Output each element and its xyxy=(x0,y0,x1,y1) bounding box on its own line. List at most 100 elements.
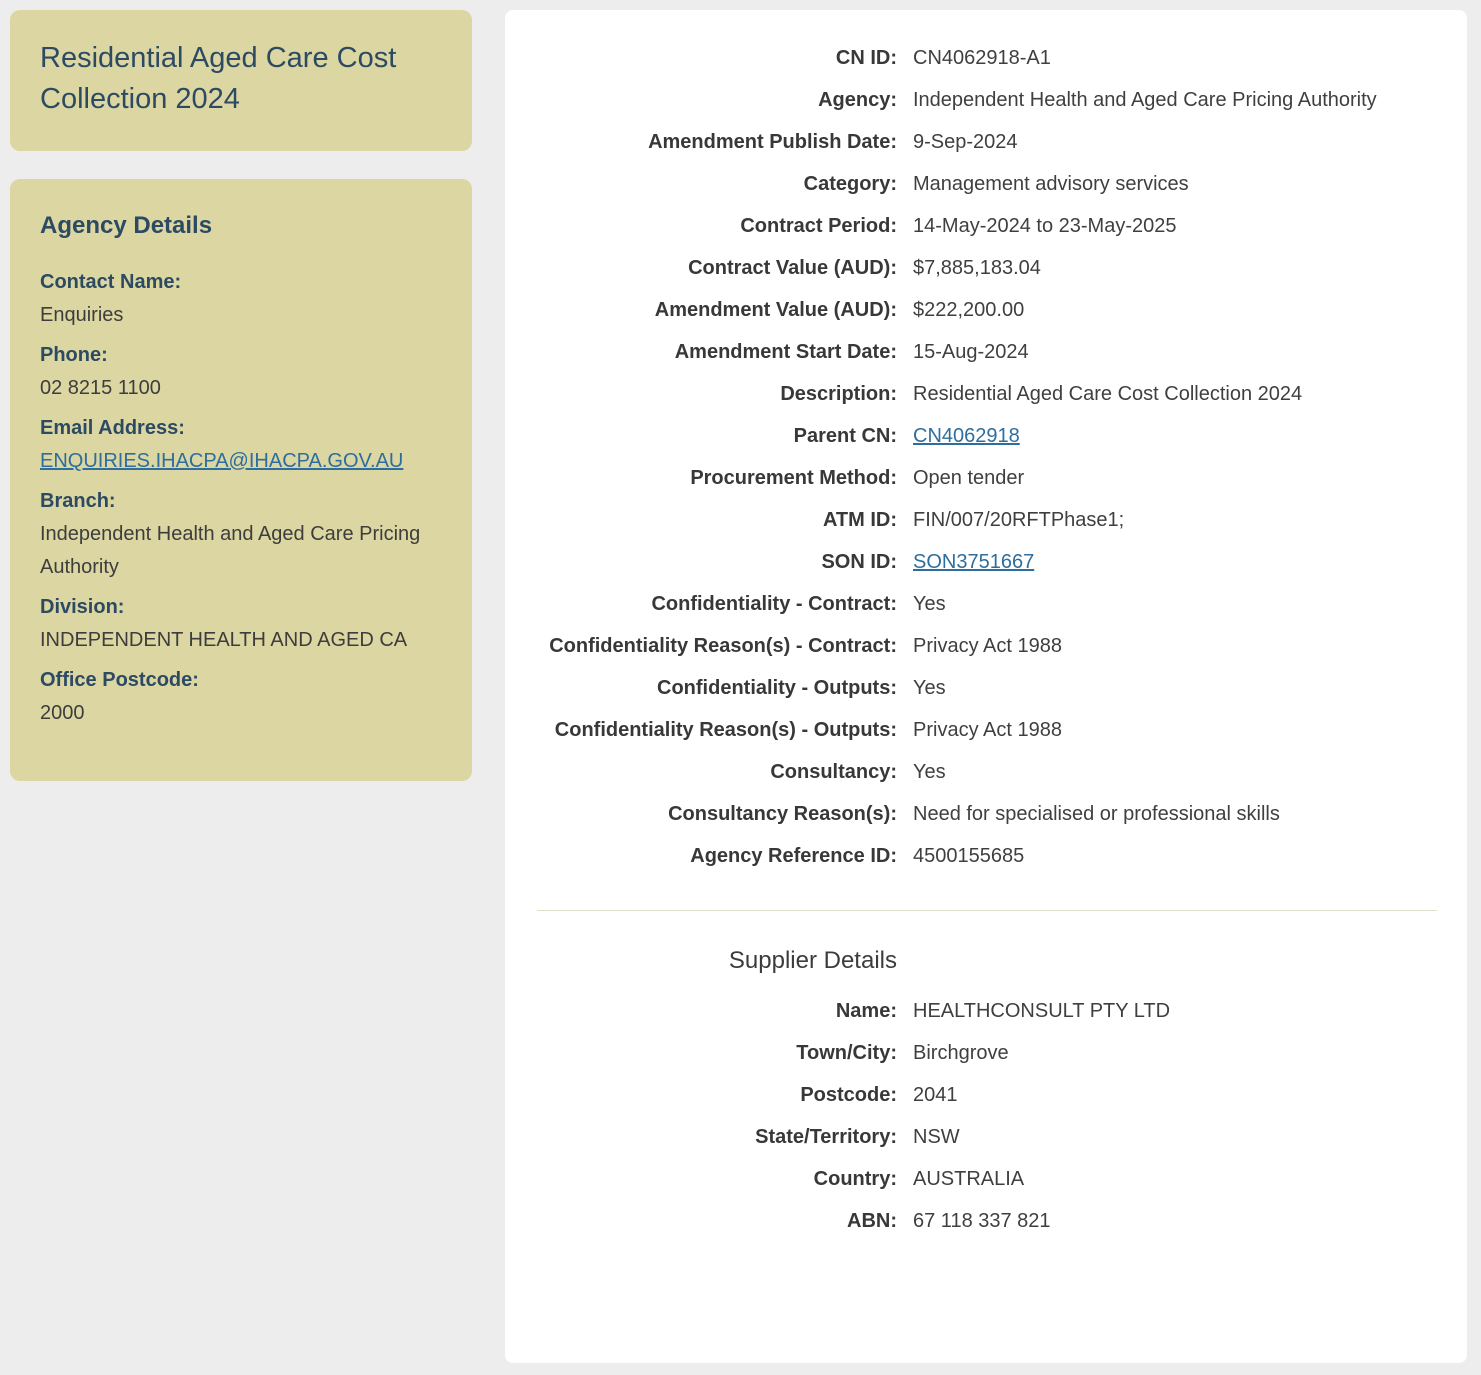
field-row-supplier-abn: ABN: 67 118 337 821 xyxy=(537,1205,1437,1238)
agency-field-office-postcode: Office Postcode: 2000 xyxy=(40,664,442,730)
field-value: CN4062918-A1 xyxy=(913,47,1051,69)
field-row-contract-period: Contract Period: 14-May-2024 to 23-May-2… xyxy=(537,210,1437,243)
field-value: AUSTRALIA xyxy=(913,1168,1025,1190)
field-label: Consultancy: xyxy=(770,761,897,783)
field-row-amendment-start-date: Amendment Start Date: 15-Aug-2024 xyxy=(537,336,1437,369)
agency-field-phone: Phone: 02 8215 1100 xyxy=(40,339,442,405)
field-value: Yes xyxy=(913,677,946,699)
field-label: Confidentiality - Contract: xyxy=(651,593,897,615)
agency-field-branch: Branch: Independent Health and Aged Care… xyxy=(40,485,442,584)
field-value: Birchgrove xyxy=(913,1042,1009,1064)
field-value: CN4062918 xyxy=(913,420,1020,453)
field-label: Description: xyxy=(780,383,897,405)
agency-field-email-address: Email Address: ENQUIRIES.IHACPA@IHACPA.G… xyxy=(40,412,442,478)
field-row-supplier-state-territory: State/Territory: NSW xyxy=(537,1121,1437,1154)
field-row-amendment-publish-date: Amendment Publish Date: 9-Sep-2024 xyxy=(537,126,1437,159)
field-row-supplier-town-city: Town/City: Birchgrove xyxy=(537,1037,1437,1070)
field-label: Parent CN: xyxy=(793,425,897,447)
field-value: Yes xyxy=(913,761,946,783)
field-value: 2041 xyxy=(913,1084,958,1106)
field-row-cn-id: CN ID: CN4062918-A1 xyxy=(537,42,1437,75)
section-divider xyxy=(537,910,1437,911)
agency-field-label: Division: xyxy=(40,596,125,618)
field-row-contract-value: Contract Value (AUD): $7,885,183.04 xyxy=(537,252,1437,285)
agency-field-label: Email Address: xyxy=(40,417,185,439)
field-value: SON3751667 xyxy=(913,546,1034,579)
contract-title-card: Residential Aged Care Cost Collection 20… xyxy=(10,10,472,151)
field-value: NSW xyxy=(913,1126,960,1148)
agency-field-label: Office Postcode: xyxy=(40,669,199,691)
field-row-supplier-postcode: Postcode: 2041 xyxy=(537,1079,1437,1112)
sidebar: Residential Aged Care Cost Collection 20… xyxy=(10,10,472,781)
field-row-confidentiality-reasons-outputs: Confidentiality Reason(s) - Outputs: Pri… xyxy=(537,714,1437,747)
parent-cn-link[interactable]: CN4062918 xyxy=(913,425,1020,447)
email-link[interactable]: ENQUIRIES.IHACPA@IHACPA.GOV.AU xyxy=(40,450,404,472)
son-id-link[interactable]: SON3751667 xyxy=(913,551,1035,573)
contract-fields: CN ID: CN4062918-A1 Agency: Independent … xyxy=(537,42,1437,873)
field-label: Name: xyxy=(835,1000,897,1022)
field-label: Confidentiality - Outputs: xyxy=(657,677,897,699)
agency-details-heading: Agency Details xyxy=(40,212,213,239)
field-value: Independent Health and Aged Care Pricing… xyxy=(913,89,1377,111)
field-label: Amendment Publish Date: xyxy=(648,131,897,153)
field-value: Management advisory services xyxy=(913,173,1189,195)
supplier-details-heading-row: Supplier Details xyxy=(537,943,1437,979)
field-row-description: Description: Residential Aged Care Cost … xyxy=(537,378,1437,411)
field-value: $7,885,183.04 xyxy=(913,257,1041,279)
field-label: Amendment Start Date: xyxy=(674,341,897,363)
agency-field-label: Phone: xyxy=(40,344,108,366)
field-row-agency-reference-id: Agency Reference ID: 4500155685 xyxy=(537,840,1437,873)
field-row-atm-id: ATM ID: FIN/007/20RFTPhase1; xyxy=(537,504,1437,537)
supplier-fields: Name: HEALTHCONSULT PTY LTD Town/City: B… xyxy=(537,995,1437,1238)
field-label: Confidentiality Reason(s) - Outputs: xyxy=(554,719,897,741)
field-label: Contract Period: xyxy=(740,215,897,237)
field-row-consultancy-reasons: Consultancy Reason(s): Need for speciali… xyxy=(537,798,1437,831)
field-label: Country: xyxy=(813,1168,897,1190)
field-label: ATM ID: xyxy=(822,509,897,531)
agency-field-value: Enquiries xyxy=(40,304,124,326)
field-row-agency: Agency: Independent Health and Aged Care… xyxy=(537,84,1437,117)
field-value: HEALTHCONSULT PTY LTD xyxy=(913,1000,1171,1022)
field-label: Amendment Value (AUD): xyxy=(654,299,897,321)
field-label: ABN: xyxy=(847,1210,897,1232)
field-row-supplier-name: Name: HEALTHCONSULT PTY LTD xyxy=(537,995,1437,1028)
agency-details-fields: Contact Name: Enquiries Phone: 02 8215 1… xyxy=(40,266,442,730)
field-value: 14-May-2024 to 23-May-2025 xyxy=(913,215,1177,237)
contract-notice-panel: CN ID: CN4062918-A1 Agency: Independent … xyxy=(505,10,1467,1363)
agency-field-label: Contact Name: xyxy=(40,271,182,293)
field-label: Postcode: xyxy=(800,1084,897,1106)
agency-field-value: 02 8215 1100 xyxy=(40,377,161,399)
field-label: Agency Reference ID: xyxy=(690,845,897,867)
agency-field-label: Branch: xyxy=(40,490,116,512)
field-row-category: Category: Management advisory services xyxy=(537,168,1437,201)
field-value: FIN/007/20RFTPhase1; xyxy=(913,509,1125,531)
field-label: CN ID: xyxy=(835,47,897,69)
field-label: Consultancy Reason(s): xyxy=(668,803,897,825)
field-label: State/Territory: xyxy=(755,1126,897,1148)
field-value: Yes xyxy=(913,593,946,615)
field-label: Category: xyxy=(803,173,897,195)
field-label: Agency: xyxy=(818,89,897,111)
field-value: Privacy Act 1988 xyxy=(913,719,1062,741)
field-value: 67 118 337 821 xyxy=(913,1210,1051,1232)
field-label: Contract Value (AUD): xyxy=(688,257,897,279)
agency-field-value: Independent Health and Aged Care Pricing… xyxy=(40,523,421,578)
agency-details-card: Agency Details Contact Name: Enquiries P… xyxy=(10,179,472,781)
field-value: 15-Aug-2024 xyxy=(913,341,1029,363)
field-value: $222,200.00 xyxy=(913,299,1025,321)
field-row-confidentiality-reasons-contract: Confidentiality Reason(s) - Contract: Pr… xyxy=(537,630,1437,663)
field-value: 9-Sep-2024 xyxy=(913,131,1018,153)
field-row-confidentiality-contract: Confidentiality - Contract: Yes xyxy=(537,588,1437,621)
field-value: Privacy Act 1988 xyxy=(913,635,1062,657)
field-row-confidentiality-outputs: Confidentiality - Outputs: Yes xyxy=(537,672,1437,705)
agency-field-value: ENQUIRIES.IHACPA@IHACPA.GOV.AU xyxy=(40,445,442,478)
field-row-son-id: SON ID: SON3751667 xyxy=(537,546,1437,579)
field-label: Procurement Method: xyxy=(690,467,897,489)
agency-field-division: Division: INDEPENDENT HEALTH AND AGED CA xyxy=(40,591,442,657)
page-title: Residential Aged Care Cost Collection 20… xyxy=(40,42,397,115)
field-row-amendment-value: Amendment Value (AUD): $222,200.00 xyxy=(537,294,1437,327)
field-value: Open tender xyxy=(913,467,1025,489)
field-value: Residential Aged Care Cost Collection 20… xyxy=(913,383,1303,405)
field-label: Town/City: xyxy=(796,1042,897,1064)
